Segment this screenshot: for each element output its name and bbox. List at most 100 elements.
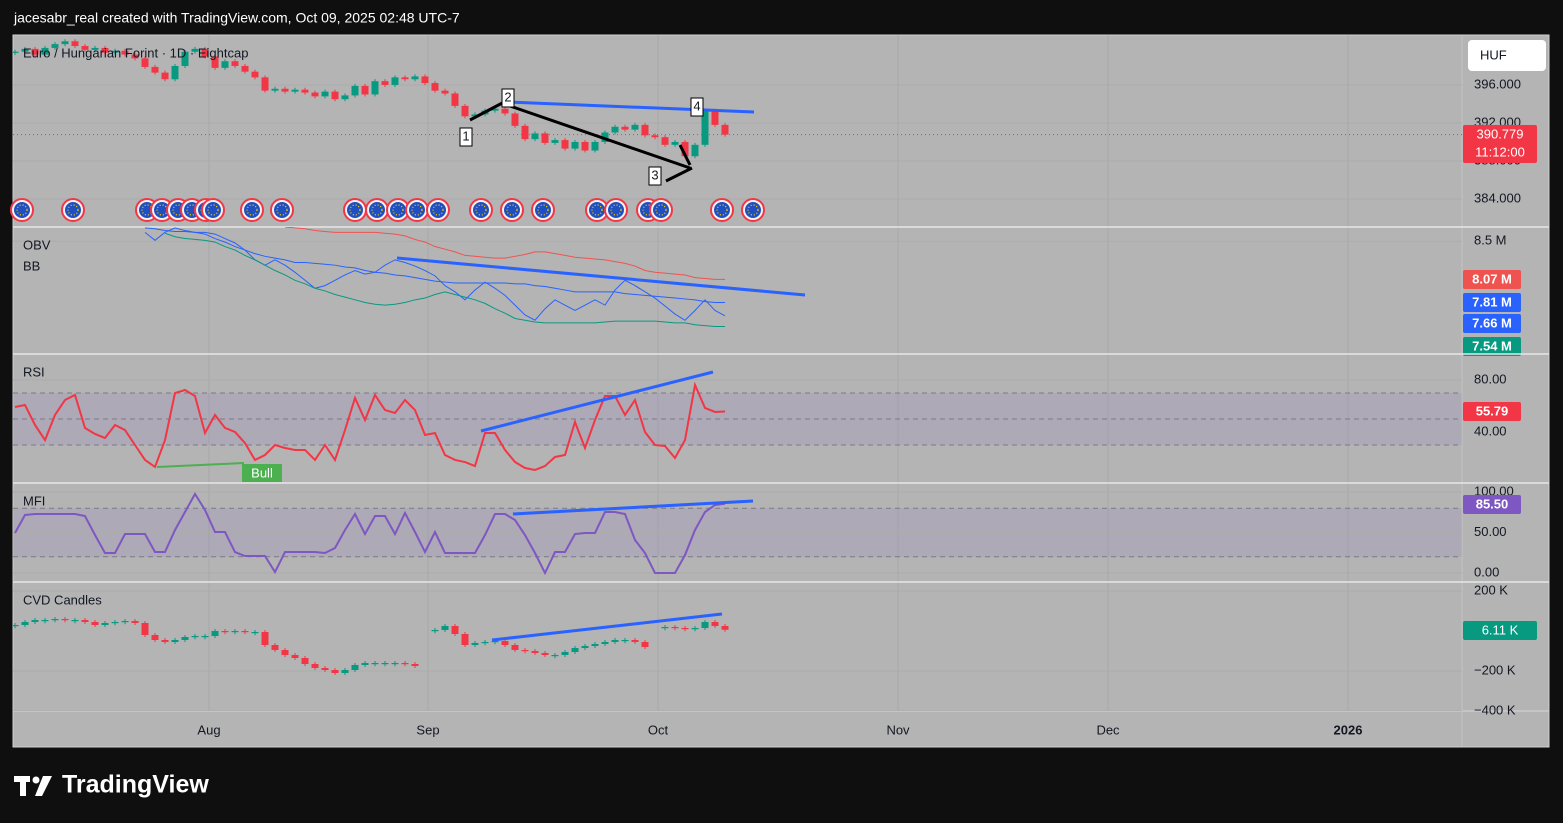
event-flag-inner — [608, 202, 624, 218]
indicator-line — [164, 232, 725, 327]
candle — [13, 51, 19, 53]
candle — [561, 140, 569, 149]
currency-button[interactable] — [1468, 40, 1546, 71]
candle — [341, 670, 349, 673]
candle — [131, 621, 139, 623]
candle — [261, 632, 269, 645]
candle — [421, 76, 429, 84]
candle — [191, 636, 199, 638]
candle — [211, 56, 219, 68]
x-tick-label: Sep — [416, 722, 439, 737]
brand-name: TradingView — [62, 771, 209, 799]
event-flag-stars — [411, 204, 423, 216]
candle — [561, 652, 569, 655]
header-text: jacesabr_real created with TradingView.c… — [13, 10, 460, 26]
trend-line — [507, 100, 755, 114]
price-tag-label: 390.779 — [1477, 126, 1524, 141]
event-flag-inner — [274, 202, 290, 218]
value-tag — [1463, 270, 1521, 289]
event-flag-inner — [205, 202, 221, 218]
drawing-label: 4 — [693, 98, 700, 113]
candle — [381, 81, 389, 85]
event-flag-stars — [610, 204, 622, 216]
y-tick-label: 0.00 — [1474, 564, 1499, 579]
candle — [91, 622, 99, 625]
event-flag-stars — [537, 204, 549, 216]
x-tick-label: Aug — [197, 722, 220, 737]
signal-box — [242, 464, 282, 482]
drawing-label-box — [690, 97, 704, 117]
value-tag-label: 7.54 M — [1472, 338, 1512, 353]
pane-label: CVD Candles — [23, 592, 102, 607]
candle — [711, 110, 719, 125]
candle — [361, 85, 369, 95]
trend-line — [509, 104, 691, 170]
candle — [571, 648, 579, 652]
event-flag-inner — [347, 202, 363, 218]
event-flag-inner — [154, 202, 170, 218]
y-tick-label: 100.00 — [1474, 483, 1514, 498]
event-flag-inner — [473, 202, 489, 218]
candle — [501, 108, 509, 114]
candle — [51, 44, 59, 48]
pane — [13, 227, 1462, 327]
candle — [71, 620, 79, 622]
candle — [441, 626, 449, 630]
candle — [681, 141, 689, 157]
candle — [251, 632, 259, 634]
candle — [61, 41, 69, 45]
trend-line — [678, 144, 692, 166]
event-flag-inner — [390, 202, 406, 218]
candle — [461, 105, 469, 117]
candle — [141, 623, 149, 635]
candle — [371, 663, 379, 665]
countdown-label: 11:12:00 — [1475, 144, 1525, 159]
candle — [221, 631, 229, 633]
y-tick-label: 50.00 — [1474, 524, 1507, 539]
currency-label[interactable]: HUF — [1480, 47, 1507, 62]
candle — [201, 636, 209, 638]
candle — [241, 65, 249, 72]
value-tag — [1463, 337, 1521, 356]
drawing-label: 3 — [651, 167, 658, 182]
event-flag-inner — [14, 202, 30, 218]
pane-label: MFI — [23, 493, 45, 508]
pane — [13, 379, 1462, 471]
candle — [471, 643, 479, 645]
candle — [291, 89, 299, 92]
value-tag-label: 85.50 — [1476, 496, 1509, 511]
event-flag-inner — [430, 202, 446, 218]
drawing-label: 2 — [504, 89, 511, 104]
candle — [311, 664, 319, 668]
candle — [411, 76, 419, 80]
candle — [281, 650, 289, 655]
candle — [141, 58, 149, 67]
event-flag-stars — [655, 204, 667, 216]
value-tag — [1463, 293, 1521, 312]
price-tag — [1463, 621, 1537, 640]
event-flag-inner — [714, 202, 730, 218]
candle — [661, 137, 669, 145]
candle — [231, 61, 239, 66]
candle — [331, 91, 339, 100]
candle — [151, 635, 159, 640]
drawing-label: 1 — [462, 128, 469, 143]
y-tick-label: 40.00 — [1474, 423, 1507, 438]
event-flag-inner — [589, 202, 605, 218]
candle — [71, 41, 79, 47]
candle — [711, 622, 719, 626]
candle — [341, 95, 349, 100]
event-flag-stars — [276, 204, 288, 216]
candle — [641, 642, 649, 647]
candle — [171, 640, 179, 642]
candle — [461, 634, 469, 645]
candle — [221, 61, 229, 68]
event-flag-inner — [369, 202, 385, 218]
candle — [591, 141, 599, 151]
candle — [481, 642, 489, 644]
event-flag-inner — [653, 202, 669, 218]
candle — [31, 620, 39, 622]
candle — [501, 641, 509, 645]
pane-label: BB — [23, 258, 40, 273]
value-tag-label: 55.79 — [1476, 403, 1509, 418]
